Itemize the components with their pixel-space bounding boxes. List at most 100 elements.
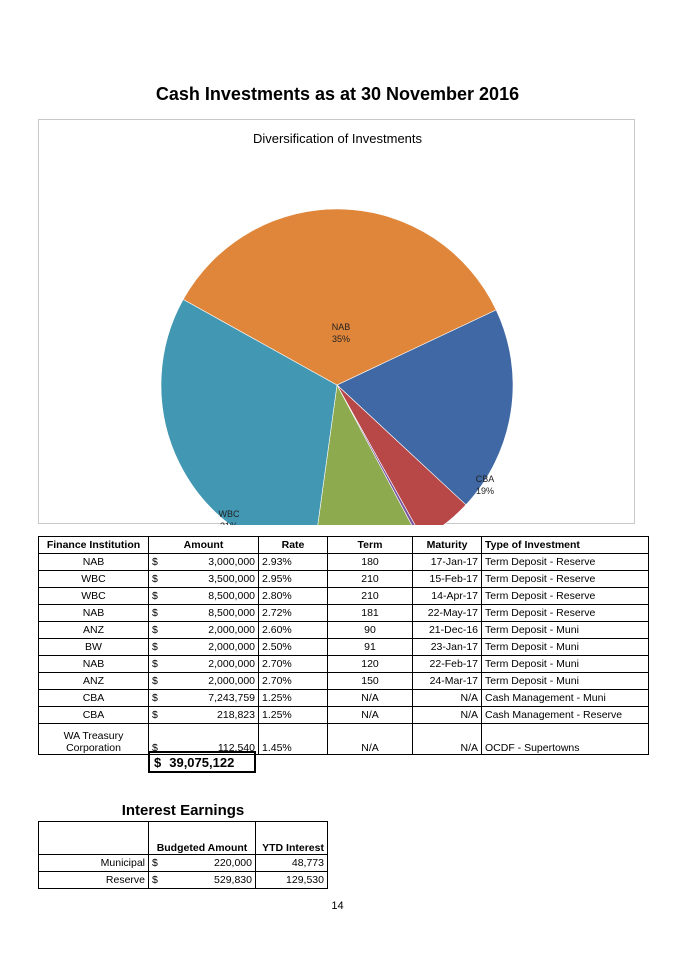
cell-institution: CBA (38, 689, 149, 707)
cell-type: Term Deposit - Muni (481, 621, 649, 639)
currency: $ (152, 607, 158, 619)
cell-institution: NAB (38, 553, 149, 571)
cell-term: 210 (327, 570, 413, 588)
interest-header-budgeted: Budgeted Amount (148, 821, 256, 855)
header-maturity: Maturity (412, 536, 482, 554)
cell-amount: $2,000,000 (148, 638, 259, 656)
currency: $ (152, 624, 158, 636)
table-row: CBA $218,823 1.25% N/A N/A Cash Management - … (38, 706, 649, 724)
cell-type: Term Deposit - Muni (481, 655, 649, 673)
cell-term: 181 (327, 604, 413, 622)
table-row: ANZ $2,000,000 2.60% 90 21-Dec-16 Term Deposi… (38, 621, 649, 639)
pie-slice-cba (336, 309, 514, 506)
cell-amount: $3,000,000 (148, 553, 259, 571)
page-title: Cash Investments as at 30 November 2016 (155, 84, 520, 104)
table-row: ANZ $2,000,000 2.70% 150 24-Mar-17 Term Depos… (38, 672, 649, 690)
currency: $ (152, 675, 158, 687)
cell-rate: 2.72% (258, 604, 328, 622)
cell-term: 210 (327, 587, 413, 605)
cell-rate: 2.93% (258, 553, 328, 571)
cell-maturity: N/A (412, 723, 482, 755)
cell-amount: $8,500,000 (148, 604, 259, 622)
cell-maturity: 15-Feb-17 (412, 570, 482, 588)
cell-type: Term Deposit - Reserve (481, 570, 649, 588)
table-row: CBA $7,243,759 1.25% N/A N/A Cash Management … (38, 689, 649, 707)
cell-rate: 1.25% (258, 689, 328, 707)
pie-slice-nab (182, 208, 497, 386)
cell-rate: 2.70% (258, 655, 328, 673)
currency: $ (152, 556, 158, 568)
pie-slice-wbc (160, 299, 338, 525)
interest-budgeted: $529,830 (148, 871, 256, 889)
table-row: NAB $3,000,000 2.93% 180 17-Jan-17 Term Depos… (38, 553, 649, 571)
interest-ytd: 129,530 (255, 871, 328, 889)
interest-ytd: 48,773 (255, 854, 328, 872)
header-term: Term (327, 536, 413, 554)
interest-budgeted-value: 220,000 (214, 857, 252, 869)
currency: $ (152, 590, 158, 602)
table-row: BW $2,000,000 2.50% 91 23-Jan-17 Term Deposit… (38, 638, 649, 656)
pie-slice-anz (317, 384, 412, 525)
cell-type: OCDF - Supertowns (481, 723, 649, 755)
cell-maturity: 14-Apr-17 (412, 587, 482, 605)
cell-type: Cash Management - Muni (481, 689, 649, 707)
cell-term: 150 (327, 672, 413, 690)
table-row: WA Treasury Corporation $112,540 1.45% N/A N/… (38, 723, 649, 755)
interest-budgeted-value: 529,830 (214, 874, 252, 886)
cell-maturity: 17-Jan-17 (412, 553, 482, 571)
cell-amount: $2,000,000 (148, 621, 259, 639)
cell-amount: $3,500,000 (148, 570, 259, 588)
cell-institution-line2: Corporation (66, 742, 121, 754)
cell-rate: 2.80% (258, 587, 328, 605)
interest-row: Reserve $529,830 129,530 (38, 871, 328, 889)
cell-institution: BW (38, 638, 149, 656)
cell-amount: $218,823 (148, 706, 259, 724)
cell-maturity: 23-Jan-17 (412, 638, 482, 656)
cell-term: 91 (327, 638, 413, 656)
cell-institution: CBA (38, 706, 149, 724)
pie-slice-wa-treasury-corporation (336, 384, 416, 525)
cell-amount-value: 2,000,000 (208, 641, 255, 653)
currency: $ (152, 658, 158, 670)
cell-type: Term Deposit - Reserve (481, 587, 649, 605)
pie-slice-bankwest (336, 384, 467, 525)
cell-amount: $2,000,000 (148, 672, 259, 690)
interest-row: Municipal $220,000 48,773 (38, 854, 328, 872)
investments-table: Finance Institution Amount Rate Term Mat… (38, 536, 649, 755)
cell-amount: $2,000,000 (148, 655, 259, 673)
interest-category: Municipal (38, 854, 149, 872)
cell-maturity: N/A (412, 706, 482, 724)
currency: $ (152, 857, 158, 869)
cell-rate: 2.50% (258, 638, 328, 656)
cell-amount-value: 2,000,000 (208, 675, 255, 687)
cell-amount: $112,540 (148, 723, 259, 755)
currency: $ (152, 709, 158, 721)
cell-institution-line1: WA Treasury (63, 730, 124, 742)
cell-term: N/A (327, 723, 413, 755)
cell-institution: WBC (38, 587, 149, 605)
cell-institution: WA Treasury Corporation (38, 723, 149, 755)
cell-maturity: N/A (412, 689, 482, 707)
cell-amount-value: 3,000,000 (208, 556, 255, 568)
currency: $ (152, 573, 158, 585)
pie-label-wbc: WBC31% (219, 509, 240, 525)
cell-rate: 2.95% (258, 570, 328, 588)
pie-label-nab: NAB 35% (332, 322, 351, 344)
header-amount: Amount (148, 536, 259, 554)
cell-institution: ANZ (38, 672, 149, 690)
table-row: NAB $8,500,000 2.72% 181 22-May-17 Term Depos… (38, 604, 649, 622)
header-rate: Rate (258, 536, 328, 554)
cell-type: Term Deposit - Muni (481, 638, 649, 656)
currency: $ (152, 641, 158, 653)
interest-header-ytd: YTD Interest (255, 821, 328, 855)
cell-type: Term Deposit - Reserve (481, 604, 649, 622)
cell-term: 90 (327, 621, 413, 639)
table-row: WBC $8,500,000 2.80% 210 14-Apr-17 Term Depos… (38, 587, 649, 605)
cell-maturity: 24-Mar-17 (412, 672, 482, 690)
table-header-row: Finance Institution Amount Rate Term Mat… (38, 536, 649, 554)
table-row: NAB $2,000,000 2.70% 120 22-Feb-17 Term Depos… (38, 655, 649, 673)
chart-title: Diversification of Investments (252, 131, 423, 146)
interest-category: Reserve (38, 871, 149, 889)
interest-title: Interest Earnings (121, 802, 245, 819)
